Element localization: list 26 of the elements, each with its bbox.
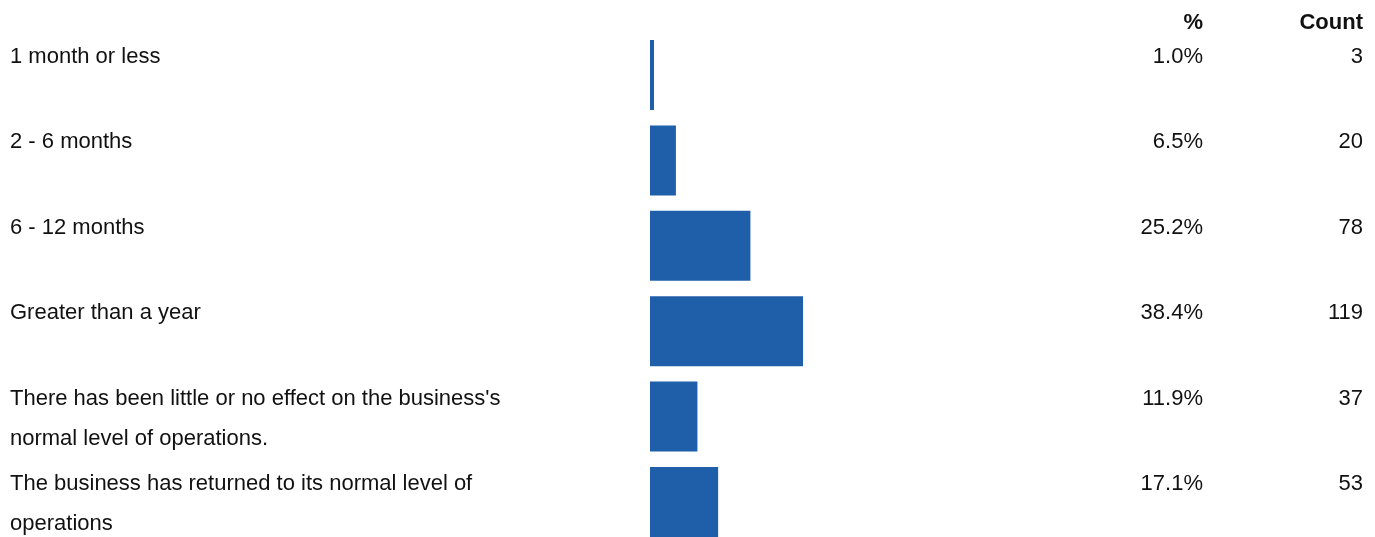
text: 119: [1327, 299, 1363, 325]
data-label: 25.2%: [1140, 213, 1203, 239]
y-tick-label: 2 - 6 months: [10, 128, 133, 154]
bar: [650, 466, 719, 537]
text: 53: [1338, 469, 1363, 495]
y-tick-label: There has been little or no effect on the business's normal level of operations.: [10, 384, 501, 450]
y-tick-label: Greater than a year: [10, 299, 201, 325]
text: 78: [1338, 213, 1363, 239]
bar: [650, 381, 698, 452]
y-tick-label: 1 month or less: [10, 43, 161, 69]
bar: [650, 125, 676, 196]
data-label: 6.5%: [1152, 128, 1203, 154]
data-label: 11.9%: [1142, 384, 1203, 410]
data-label: 1.0%: [1152, 43, 1203, 69]
data-label: 38.4%: [1140, 299, 1203, 325]
text: 3: [1350, 43, 1363, 69]
y-tick-label: The business has returned to its normal level of operations: [10, 469, 474, 535]
text: Count: [1299, 9, 1364, 34]
bar: [650, 40, 654, 111]
text: 37: [1338, 384, 1363, 410]
text: 20: [1338, 128, 1363, 154]
text: %: [1183, 9, 1203, 34]
data-label: 17.1%: [1140, 469, 1203, 495]
bar: [650, 210, 751, 281]
bar: [650, 296, 803, 367]
y-tick-label: 6 - 12 months: [10, 213, 145, 239]
